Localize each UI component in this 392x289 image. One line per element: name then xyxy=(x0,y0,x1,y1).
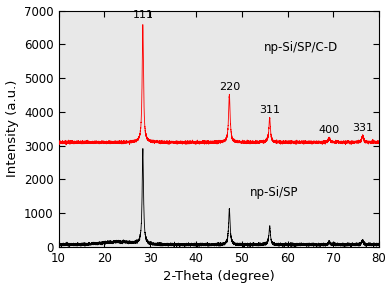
Y-axis label: Intensity (a.u.): Intensity (a.u.) xyxy=(5,80,18,177)
Text: 331: 331 xyxy=(352,123,373,133)
Text: 400: 400 xyxy=(319,125,340,135)
Text: np-Si/SP/C-D: np-Si/SP/C-D xyxy=(264,41,338,54)
Text: 311: 311 xyxy=(259,105,280,115)
Text: 111: 111 xyxy=(132,10,153,20)
Text: 220: 220 xyxy=(219,82,240,92)
Text: np-Si/SP: np-Si/SP xyxy=(250,186,298,199)
X-axis label: 2-Theta (degree): 2-Theta (degree) xyxy=(163,271,275,284)
